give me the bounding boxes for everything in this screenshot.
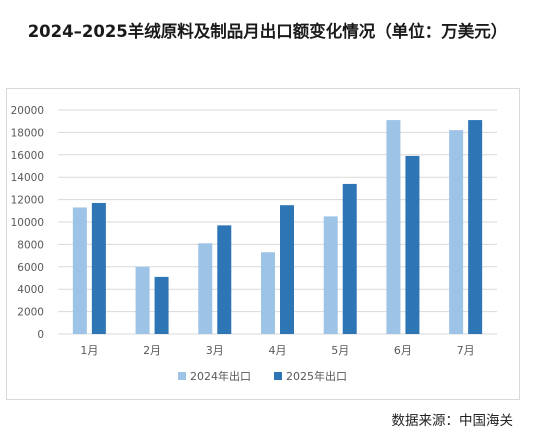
x-tick-label: 5月: [331, 344, 349, 357]
y-tick-label: 10000: [11, 217, 44, 229]
bar: [91, 202, 106, 334]
x-tick-label: 1月: [80, 344, 98, 357]
legend-label: 2025年出口: [286, 369, 347, 383]
x-tick-label: 4月: [269, 344, 287, 357]
x-tick-label: 6月: [394, 344, 412, 357]
y-tick-label: 8000: [17, 239, 44, 251]
legend-swatch: [178, 372, 186, 380]
legend-swatch: [274, 372, 282, 380]
y-tick-label: 16000: [11, 150, 44, 162]
bar: [405, 155, 420, 334]
bar: [342, 183, 357, 334]
bar: [280, 205, 294, 334]
bar: [154, 276, 169, 334]
bar: [261, 252, 275, 334]
y-tick-label: 0: [37, 329, 44, 341]
bar: [217, 225, 232, 334]
y-tick-label: 6000: [17, 262, 44, 274]
y-tick-label: 12000: [11, 195, 44, 207]
bar: [198, 243, 213, 334]
y-tick-label: 20000: [11, 105, 44, 117]
bar: [323, 216, 338, 334]
y-tick-label: 14000: [11, 172, 44, 184]
x-tick-label: 2月: [143, 344, 161, 357]
y-tick-label: 18000: [11, 127, 44, 139]
y-tick-label: 2000: [17, 307, 44, 319]
bar: [468, 120, 483, 334]
bar: [449, 130, 464, 334]
x-tick-label: 3月: [206, 344, 224, 357]
y-tick-label: 4000: [17, 284, 44, 296]
bar: [72, 207, 87, 334]
legend-label: 2024年出口: [190, 369, 251, 383]
chart-title: 2024–2025羊绒原料及制品月出口额变化情况（单位：万美元）: [27, 22, 508, 41]
data-source-note: 数据来源：中国海关: [391, 413, 514, 429]
bar: [386, 120, 401, 334]
x-tick-label: 7月: [457, 344, 475, 357]
bar: [135, 266, 150, 334]
